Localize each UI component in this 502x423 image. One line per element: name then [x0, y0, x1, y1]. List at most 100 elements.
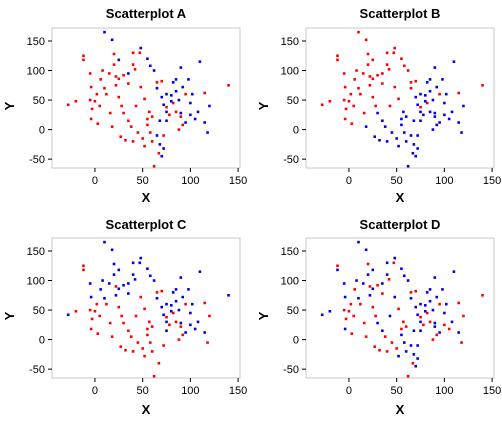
data-point — [390, 341, 394, 344]
data-point — [371, 305, 375, 309]
data-point — [438, 302, 441, 306]
data-point — [190, 92, 194, 96]
data-point — [82, 264, 85, 268]
data-point — [400, 117, 403, 121]
data-point — [208, 314, 211, 318]
data-point — [435, 333, 439, 337]
data-point — [152, 374, 156, 378]
data-point — [190, 302, 194, 306]
data-point — [357, 240, 360, 244]
y-axis-label-a: Y — [2, 101, 17, 110]
data-point — [138, 51, 142, 55]
x-tick-label: 0 — [346, 175, 352, 187]
data-point — [148, 341, 152, 344]
data-point — [177, 338, 181, 341]
data-point — [193, 327, 197, 331]
data-point — [428, 89, 432, 93]
data-point — [385, 350, 389, 353]
data-point — [414, 79, 418, 83]
data-point — [368, 75, 372, 78]
y-tick-label: 150 — [27, 246, 45, 258]
data-point — [206, 341, 209, 344]
data-point — [343, 295, 347, 299]
data-point — [342, 308, 346, 312]
data-point — [350, 332, 354, 335]
data-point — [119, 135, 123, 138]
data-point — [400, 123, 403, 127]
data-point — [385, 140, 389, 143]
data-point — [392, 261, 396, 265]
data-point — [433, 276, 437, 279]
data-point — [103, 86, 106, 90]
data-point — [148, 110, 151, 114]
data-point — [433, 66, 437, 69]
data-point — [371, 58, 375, 62]
data-point — [155, 81, 159, 84]
data-point — [385, 51, 389, 55]
data-point — [127, 292, 130, 295]
data-point — [368, 294, 372, 297]
data-point — [416, 103, 419, 107]
data-point — [462, 104, 465, 108]
data-point — [343, 85, 347, 89]
data-point — [88, 72, 92, 75]
data-point — [117, 95, 121, 99]
data-point — [443, 311, 446, 315]
data-point — [133, 68, 137, 71]
data-point — [431, 128, 435, 131]
data-point — [390, 131, 394, 134]
data-point — [203, 331, 206, 334]
data-point — [402, 320, 405, 324]
data-point — [88, 308, 92, 312]
plot-area-b — [305, 27, 495, 169]
y-tick-label: -50 — [29, 364, 45, 376]
data-point — [90, 107, 94, 111]
data-point — [371, 95, 375, 99]
data-point — [208, 104, 211, 108]
data-point — [189, 113, 192, 117]
data-point — [103, 296, 106, 300]
data-point — [117, 58, 121, 62]
data-point — [82, 58, 85, 62]
data-point — [110, 335, 114, 338]
data-point — [168, 113, 171, 117]
x-tick-label: 50 — [137, 385, 149, 397]
data-point — [366, 52, 370, 56]
data-point — [146, 327, 149, 331]
data-point — [165, 92, 168, 96]
data-point — [361, 72, 365, 75]
data-point — [395, 347, 398, 350]
data-point — [96, 332, 100, 335]
data-point — [438, 331, 441, 334]
data-point — [171, 311, 175, 315]
data-point — [98, 104, 102, 108]
data-point — [412, 143, 416, 146]
plot-area-c — [51, 237, 241, 379]
data-point — [141, 347, 144, 350]
data-point — [206, 131, 209, 134]
data-point — [364, 125, 368, 128]
data-point — [108, 321, 112, 325]
data-point — [393, 85, 397, 89]
y-axis-label-b: Y — [256, 101, 271, 110]
data-point — [419, 320, 422, 324]
data-point — [368, 285, 372, 288]
x-axis-label-c: X — [142, 402, 151, 417]
data-point — [131, 261, 135, 265]
data-point — [425, 291, 429, 294]
data-point — [433, 325, 437, 328]
data-point — [381, 282, 384, 285]
x-tick-label: 150 — [483, 385, 501, 397]
x-tick-label: 0 — [92, 175, 98, 187]
data-point — [381, 119, 384, 123]
data-point — [165, 329, 168, 333]
data-point — [227, 294, 230, 297]
data-point — [143, 354, 146, 358]
data-point — [143, 307, 146, 311]
y-tick-label: -50 — [29, 154, 45, 166]
data-point — [146, 117, 149, 121]
data-point — [460, 131, 463, 134]
y-axis-label-c: Y — [2, 311, 17, 320]
data-point — [181, 295, 185, 299]
data-point — [423, 99, 427, 103]
